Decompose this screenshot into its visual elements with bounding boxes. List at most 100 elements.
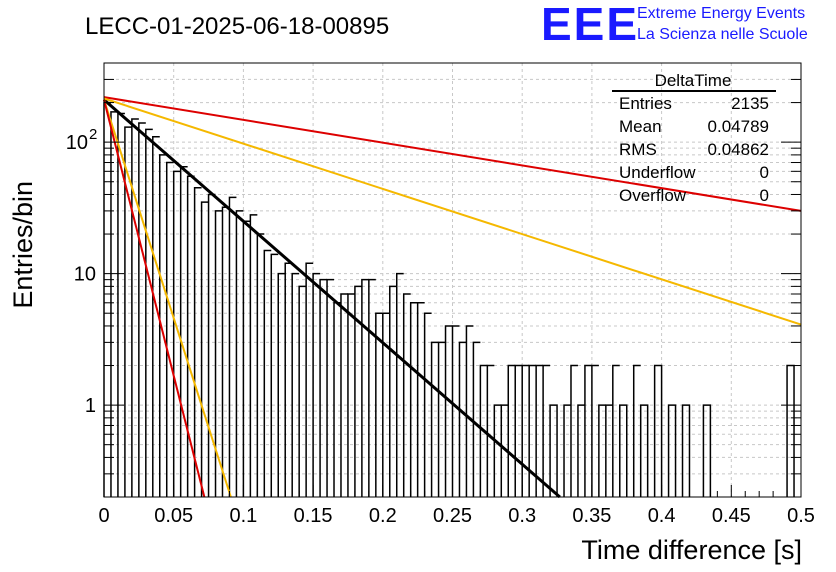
histogram-bin — [361, 278, 369, 497]
stats-label: Underflow — [619, 163, 696, 182]
histogram-bin — [200, 201, 209, 497]
histogram-bin — [172, 170, 181, 497]
histogram-bin — [291, 272, 300, 497]
histogram-bin — [549, 404, 558, 497]
histogram-bin — [347, 293, 355, 497]
fit-curves — [103, 96, 802, 499]
y-axis-label: Entries/bin — [8, 181, 38, 309]
histogram-bin — [242, 220, 251, 497]
histogram-bin — [514, 364, 523, 497]
stats-value: 0 — [760, 163, 769, 182]
histogram-bin — [124, 126, 132, 497]
histogram-bin — [542, 364, 551, 497]
stats-value: 0.04862 — [708, 140, 769, 159]
x-tick-label: 0.5 — [787, 505, 815, 527]
histogram-bin — [444, 325, 453, 497]
histogram-bin — [138, 122, 146, 497]
histogram-bin — [451, 325, 460, 497]
stats-box: DeltaTime Entries 2135 Mean 0.04789 RMS 0.048… — [612, 71, 776, 205]
fit-curve — [103, 96, 802, 212]
histogram-bin — [193, 186, 202, 497]
histogram-bin — [207, 193, 216, 497]
stats-label: Mean — [619, 117, 662, 136]
fit-curve — [103, 99, 206, 498]
histogram-bin — [103, 101, 111, 497]
histogram-bin — [389, 285, 397, 497]
logo-line-2: La Scienza nelle Scuole — [637, 26, 808, 43]
y-tick-label: 10 — [66, 132, 88, 154]
histogram-bin — [235, 210, 244, 497]
histogram-bin — [221, 206, 230, 497]
histogram-bin — [612, 364, 620, 497]
stats-label: Entries — [619, 94, 672, 113]
x-tick-label: 0.4 — [648, 505, 676, 527]
histogram-bin — [131, 118, 139, 497]
histogram-bin — [500, 404, 509, 497]
histogram-bin — [493, 404, 502, 497]
x-tick-labels: 0 0.05 0.1 0.15 0.2 0.25 0.3 0.35 0.4 0.45 0.5 — [98, 505, 814, 527]
histogram-bin — [591, 364, 599, 497]
histogram-bin — [472, 341, 481, 497]
x-tick-label: 0.15 — [294, 505, 333, 527]
histogram-bin — [667, 404, 677, 497]
histogram-bin — [186, 175, 195, 497]
histogram-bin — [395, 272, 404, 497]
histogram-bin — [619, 404, 628, 497]
histogram-bin — [298, 285, 307, 497]
histogram-bin — [179, 166, 188, 497]
histogram-bin — [326, 278, 335, 497]
histogram-bin — [305, 262, 314, 497]
histogram-bin — [284, 262, 293, 497]
axis-ticks — [103, 62, 802, 498]
histogram-bin — [465, 325, 474, 497]
x-tick-label: 0.3 — [508, 505, 536, 527]
y-tick-label-exponent: 2 — [89, 126, 97, 143]
eee-logo: EEE Extreme Energy Events La Scienza nel… — [541, 0, 808, 50]
histogram-bin — [145, 128, 153, 497]
stats-value: 2135 — [731, 94, 769, 113]
histogram-bin — [521, 364, 530, 497]
histogram-bin — [214, 210, 223, 497]
histogram-bin — [535, 364, 544, 497]
y-tick-label: 10 — [74, 264, 96, 286]
x-tick-label: 0.45 — [712, 505, 751, 527]
histogram-bin — [333, 302, 341, 497]
histogram-bin — [165, 161, 174, 497]
histogram-bin — [430, 341, 439, 497]
histogram-bin — [507, 364, 516, 497]
stats-label: Overflow — [619, 186, 687, 205]
histogram-bin — [354, 285, 362, 497]
x-tick-label: 0 — [98, 505, 109, 527]
x-axis-label: Time difference [s] — [581, 535, 802, 565]
histogram-bin — [786, 364, 795, 497]
histogram-bin — [632, 364, 641, 497]
histogram-bin — [263, 249, 272, 497]
histogram-bin — [639, 404, 649, 497]
histogram-bin — [312, 272, 321, 497]
histogram-bin — [528, 364, 537, 497]
histogram-bin — [416, 302, 425, 497]
fit-curve — [103, 98, 561, 499]
histogram-bin — [598, 404, 606, 497]
histogram-bin — [409, 302, 418, 497]
histogram-bin — [563, 404, 571, 497]
histogram-bin — [159, 154, 167, 497]
histogram-bin — [368, 278, 376, 497]
histogram — [103, 101, 795, 497]
x-tick-label: 0.25 — [433, 505, 472, 527]
logo-line-1: Extreme Energy Events — [637, 5, 805, 22]
fit-curve — [103, 97, 802, 326]
histogram-bin — [605, 404, 613, 497]
histogram-bin — [277, 272, 286, 497]
histogram-bin — [570, 364, 578, 497]
histogram-bin — [110, 111, 118, 497]
stats-value: 0.04789 — [708, 117, 769, 136]
histogram-bin — [486, 364, 495, 497]
histogram-bin — [228, 196, 237, 497]
chart-title: LECC-01-2025-06-18-00895 — [85, 13, 389, 40]
histogram-bin — [402, 293, 411, 497]
histogram-bin — [702, 404, 712, 497]
histogram-bin — [375, 312, 383, 497]
